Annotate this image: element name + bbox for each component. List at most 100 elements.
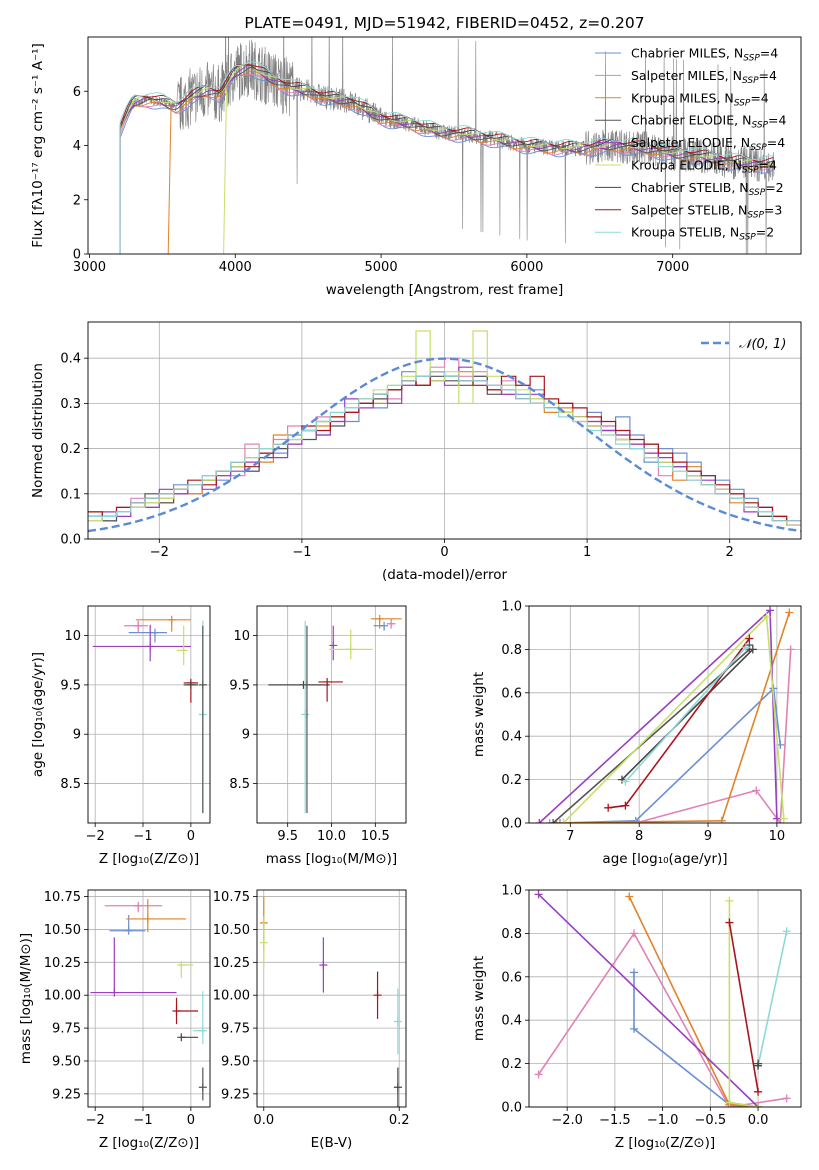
y-axis-label: mass [log₁₀(M/M⊙)] bbox=[18, 933, 34, 1064]
point-marker bbox=[373, 991, 382, 1000]
model-spectrum bbox=[119, 63, 774, 254]
y-axis-label: mass weight bbox=[471, 956, 487, 1041]
plot-area-mass_vs_z bbox=[90, 899, 207, 1101]
weight-marker bbox=[621, 777, 630, 786]
x-tick-label: −0.5 bbox=[695, 1113, 727, 1128]
errorbar-point bbox=[301, 620, 310, 814]
errorbar-point bbox=[109, 914, 146, 935]
legend-label: Chabrier ELODIE, NSSP=4 bbox=[631, 113, 786, 131]
errorbar-point bbox=[193, 991, 207, 1044]
point-marker bbox=[167, 615, 176, 624]
legend-label-text: Kroupa STELIB, N bbox=[631, 225, 739, 240]
plot-area-age_vs_z bbox=[92, 615, 207, 814]
point-marker bbox=[198, 1026, 207, 1035]
weight-marker bbox=[621, 801, 630, 810]
weight-marker bbox=[717, 816, 726, 823]
legend-label-text: Chabrier STELIB, N bbox=[631, 180, 749, 195]
weight-marker bbox=[786, 645, 795, 654]
weight-marker bbox=[534, 1070, 543, 1079]
weight-marker bbox=[629, 1024, 638, 1033]
x-tick-label: 3000 bbox=[73, 260, 106, 275]
axes-spectrum: 3000 4000 5000 6000 7000 0 2 4 6 wavelength [Angs… bbox=[30, 36, 802, 298]
point-marker bbox=[393, 1017, 402, 1026]
legend-label-n: =4 bbox=[760, 46, 778, 61]
errorbar-point bbox=[123, 620, 148, 633]
point-marker bbox=[302, 680, 311, 689]
point-marker bbox=[172, 1006, 181, 1015]
x-tick-label: −1 bbox=[292, 545, 311, 560]
legend-label: Salpeter MILES, NSSP=4 bbox=[631, 68, 777, 86]
legend-label: Kroupa STELIB, NSSP=2 bbox=[631, 225, 774, 243]
errorbar-point bbox=[104, 901, 163, 913]
weight-marker bbox=[604, 803, 613, 812]
weight-series bbox=[534, 929, 791, 1107]
plot-area-mass_vs_ebv bbox=[259, 896, 402, 1107]
x-tick-label: 8 bbox=[635, 829, 643, 844]
weight-line bbox=[624, 646, 747, 783]
plot-area-weight_vs_age bbox=[535, 606, 795, 823]
weight-marker bbox=[776, 819, 785, 823]
plot-area-weight_vs_z bbox=[534, 890, 791, 1107]
errorbar-point bbox=[259, 916, 268, 969]
errorbar-point bbox=[198, 1067, 207, 1101]
legend-label-n: =2 bbox=[765, 180, 783, 195]
legend-label-text: Salpeter STELIB, N bbox=[631, 202, 747, 217]
weight-marker bbox=[629, 929, 638, 938]
weight-marker bbox=[745, 634, 754, 643]
x-tick-label: 6000 bbox=[510, 260, 543, 275]
legend-label-n: =4 bbox=[759, 68, 777, 83]
x-tick-label: 0.0 bbox=[748, 1113, 769, 1128]
x-tick-label: −1.5 bbox=[599, 1113, 631, 1128]
weight-series bbox=[621, 643, 750, 786]
errorbar-point bbox=[128, 628, 167, 643]
point-marker bbox=[387, 619, 396, 628]
errorbar-point bbox=[328, 629, 373, 660]
weight-series bbox=[625, 892, 763, 1107]
legend-label-n: =4 bbox=[767, 135, 785, 150]
plot-area-residuals bbox=[88, 330, 801, 533]
errorbar-point bbox=[302, 625, 311, 814]
x-axis-label: Z [log₁₀(Z/Z⊙)] bbox=[99, 1135, 199, 1151]
weight-marker bbox=[772, 814, 781, 823]
y-tick-label: 0.8 bbox=[501, 643, 522, 658]
axes-age_vs_z: −2 −1 0 8.5 9 9.5 10 Z [log₁₀(Z/Z⊙)] age [log₁₀(… bbox=[30, 605, 211, 867]
weight-marker bbox=[725, 918, 734, 927]
point-marker bbox=[124, 926, 133, 935]
errorbar-point bbox=[386, 618, 396, 629]
legend-label-sub: SSP bbox=[742, 76, 759, 86]
y-tick-label: 9 bbox=[242, 728, 250, 743]
point-marker bbox=[380, 621, 389, 630]
point-marker bbox=[179, 646, 188, 655]
weight-line bbox=[559, 686, 782, 823]
x-tick-label: 2 bbox=[726, 545, 734, 560]
point-marker bbox=[134, 901, 143, 910]
legend-label-sub: SSP bbox=[743, 54, 760, 64]
weight-marker bbox=[754, 1087, 763, 1096]
errorbar-point bbox=[198, 625, 207, 814]
histogram-series bbox=[88, 371, 801, 522]
y-tick-label: 9.75 bbox=[221, 1022, 250, 1037]
y-tick-label: 0.8 bbox=[501, 927, 522, 942]
x-axis-label: age [log₁₀(age/yr)] bbox=[602, 851, 727, 867]
legend-label-text: Salpeter MILES, N bbox=[631, 68, 742, 83]
errorbar-point bbox=[393, 988, 402, 1055]
x-axis-label: wavelength [Angstrom, rest frame] bbox=[326, 282, 564, 298]
y-axis-label: Flux [fλ10⁻¹⁷ erg cm⁻² s⁻¹ A⁻¹] bbox=[30, 43, 46, 248]
axes-frame bbox=[528, 605, 802, 824]
axes-frame bbox=[87, 605, 211, 824]
point-marker bbox=[143, 914, 152, 923]
y-tick-label: 0.6 bbox=[501, 970, 522, 985]
y-tick-label: 9.50 bbox=[221, 1054, 250, 1069]
x-tick-label: 10 bbox=[769, 829, 786, 844]
weight-series bbox=[725, 896, 763, 1107]
x-tick-label: 0 bbox=[187, 1113, 195, 1128]
axes-weight_vs_age: 7 8 9 10 0.0 0.2 0.4 0.6 0.8 1.0 age [log₁₀(age/yr… bbox=[471, 600, 802, 867]
legend-label-sub: SSP bbox=[751, 121, 768, 131]
point-marker bbox=[186, 680, 195, 689]
x-tick-label: 0.0 bbox=[253, 1113, 274, 1128]
weight-line bbox=[621, 648, 754, 781]
legend-label-sub: SSP bbox=[742, 166, 759, 176]
axes-residuals: −2 −1 0 1 2 0.0 0.1 0.2 0.3 0.4 (data-model)/error… bbox=[30, 321, 802, 583]
y-tick-label: 0.2 bbox=[60, 442, 81, 457]
